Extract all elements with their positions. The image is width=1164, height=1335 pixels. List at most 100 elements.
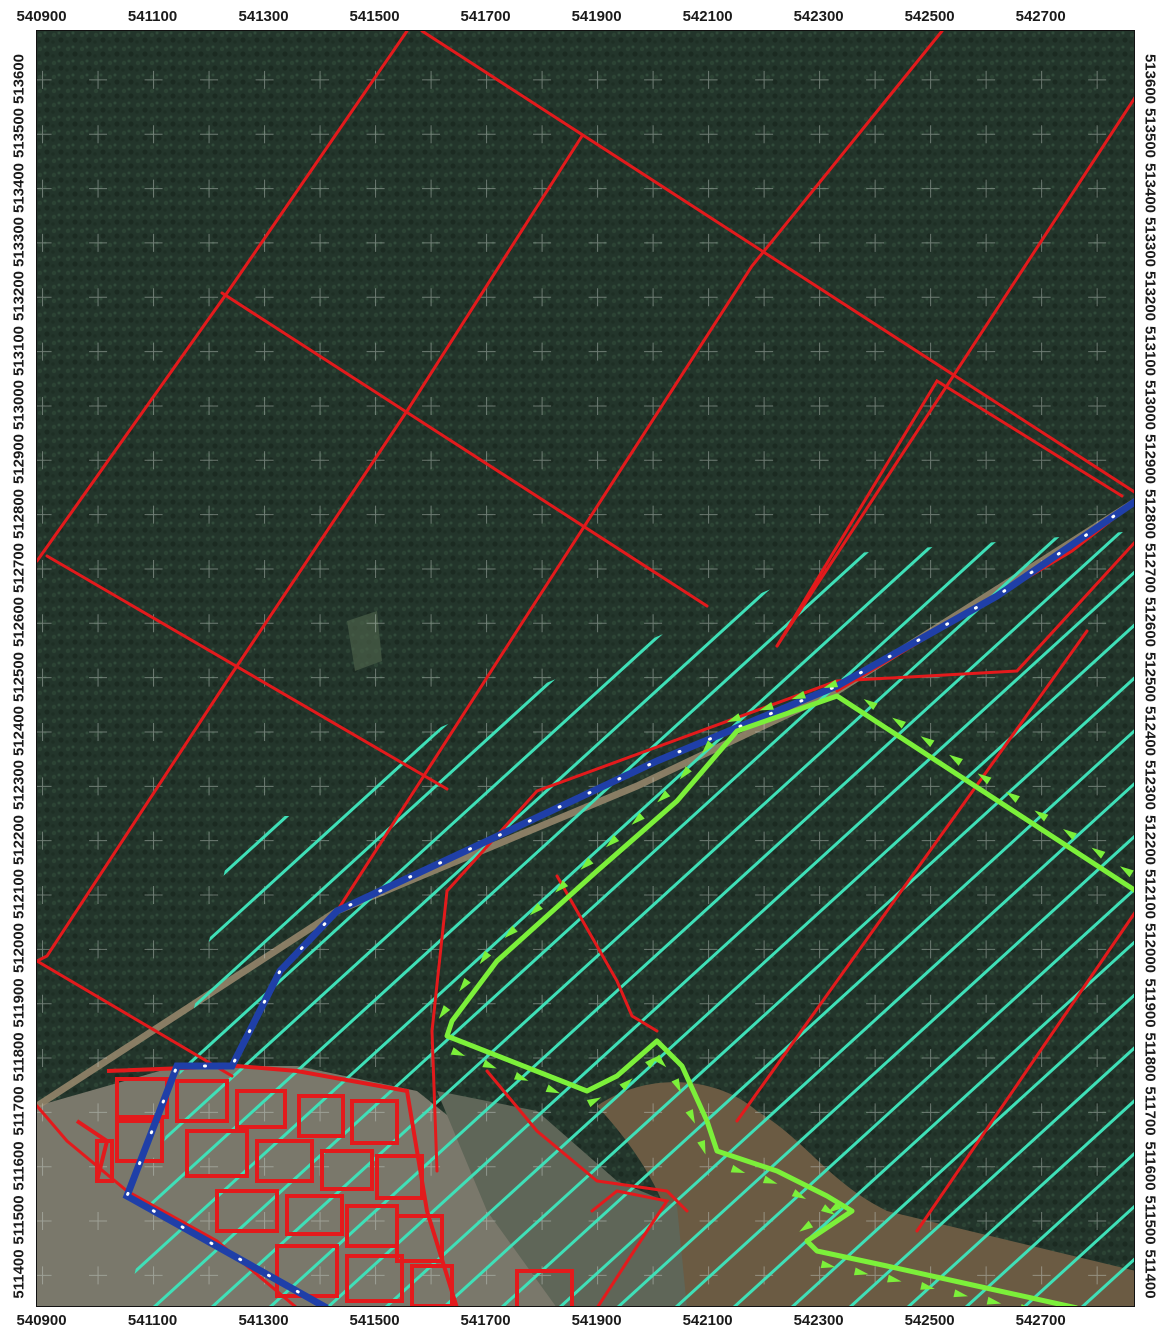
grid-cross — [144, 451, 163, 470]
zone-marker-triangle — [1062, 829, 1077, 841]
y-right-tick-label: 511500 — [1141, 1195, 1159, 1245]
grid-cross — [255, 70, 274, 89]
grid-cross — [1088, 505, 1107, 524]
zone-marker-triangle — [1119, 866, 1134, 878]
grid-cross — [1088, 1157, 1107, 1176]
grid-cross — [200, 1157, 219, 1176]
y-right-tick-label: 512800 — [1141, 488, 1159, 539]
grid-cross — [977, 451, 996, 470]
grid-cross — [200, 179, 219, 198]
grid-cross — [422, 233, 441, 252]
zone-marker-triangle — [1034, 810, 1049, 822]
grid-cross — [1088, 1049, 1107, 1068]
grid-cross — [755, 886, 774, 905]
grid-cross — [422, 451, 441, 470]
y-right-tick-label: 512600 — [1141, 597, 1159, 648]
grid-cross — [588, 288, 607, 307]
grid-cross — [477, 179, 496, 198]
grid-cross — [37, 396, 52, 415]
zone-marker-triangle — [853, 1267, 869, 1276]
grid-cross — [1032, 125, 1051, 144]
grid-cross — [311, 451, 330, 470]
grid-cross — [755, 614, 774, 633]
grid-cross — [1088, 886, 1107, 905]
y-right-tick-label: 513500 — [1141, 108, 1159, 159]
grid-cross — [1032, 1266, 1051, 1285]
grid-cross — [255, 342, 274, 361]
grid-cross — [699, 940, 718, 959]
y-right-tick-label: 512900 — [1141, 434, 1159, 485]
grid-cross — [755, 831, 774, 850]
grid-cross — [866, 233, 885, 252]
grid-cross — [755, 1103, 774, 1122]
grid-cross — [200, 451, 219, 470]
grid-cross — [699, 886, 718, 905]
hatch-line — [209, 531, 1113, 1306]
grid-cross — [866, 614, 885, 633]
grid-cross — [89, 1212, 108, 1231]
grid-cross — [477, 505, 496, 524]
grid-cross — [810, 233, 829, 252]
grid-cross — [699, 70, 718, 89]
grid-cross — [921, 668, 940, 687]
grid-cross — [311, 233, 330, 252]
grid-cross — [755, 668, 774, 687]
hatch-line — [847, 531, 1134, 1306]
grid-cross — [1032, 722, 1051, 741]
grid-cross — [699, 831, 718, 850]
x-bottom-tick-label: 541700 — [460, 1312, 511, 1329]
y-left-tick-label: 511700 — [10, 1086, 28, 1136]
grid-cross — [977, 1103, 996, 1122]
grid-cross — [866, 1212, 885, 1231]
x-top-tick-label: 542100 — [682, 8, 733, 25]
zone-marker-triangle — [892, 717, 907, 729]
grid-cross — [588, 722, 607, 741]
grid-cross — [1032, 886, 1051, 905]
grid-cross — [37, 70, 52, 89]
grid-cross — [1088, 288, 1107, 307]
zone-marker-triangle — [820, 1204, 836, 1215]
grid-cross — [89, 179, 108, 198]
grid-cross — [311, 1212, 330, 1231]
zone-marker-triangle — [823, 679, 839, 688]
grid-cross — [977, 70, 996, 89]
grid-cross — [422, 288, 441, 307]
grid-cross — [1032, 342, 1051, 361]
grid-cross — [1088, 1266, 1107, 1285]
grid-cross — [477, 233, 496, 252]
grid-cross — [866, 125, 885, 144]
y-left-tick-label: 511800 — [10, 1032, 28, 1082]
zone-marker-triangle — [1091, 847, 1106, 859]
y-right-tick-label: 511700 — [1141, 1086, 1159, 1136]
grid-cross — [755, 559, 774, 578]
zone-marker-triangle — [827, 1201, 842, 1213]
zone-marker-triangle — [545, 1084, 561, 1094]
grid-cross — [144, 940, 163, 959]
grid-cross — [921, 451, 940, 470]
grid-cross — [588, 1266, 607, 1285]
grid-cross — [1032, 396, 1051, 415]
grid-cross — [200, 777, 219, 796]
hatch-line — [557, 531, 1134, 1306]
x-top-tick-label: 542700 — [1015, 8, 1066, 25]
grid-cross — [755, 396, 774, 415]
grid-cross — [37, 777, 52, 796]
zone-marker-triangle — [580, 857, 594, 870]
grid-cross — [422, 1266, 441, 1285]
grid-cross — [311, 125, 330, 144]
grid-cross — [200, 722, 219, 741]
grid-cross — [37, 1266, 52, 1285]
grid-cross — [37, 831, 52, 850]
grid-cross — [866, 70, 885, 89]
grid-cross — [810, 668, 829, 687]
y-left-tick-label: 512400 — [10, 705, 28, 757]
grid-cross — [1032, 1212, 1051, 1231]
grid-cross — [311, 1266, 330, 1285]
grid-cross — [422, 559, 441, 578]
zone-marker-triangle — [482, 1059, 497, 1069]
grid-cross — [977, 342, 996, 361]
grid-cross — [422, 831, 441, 850]
grid-cross — [588, 179, 607, 198]
grid-cross — [755, 940, 774, 959]
grid-cross — [255, 722, 274, 741]
